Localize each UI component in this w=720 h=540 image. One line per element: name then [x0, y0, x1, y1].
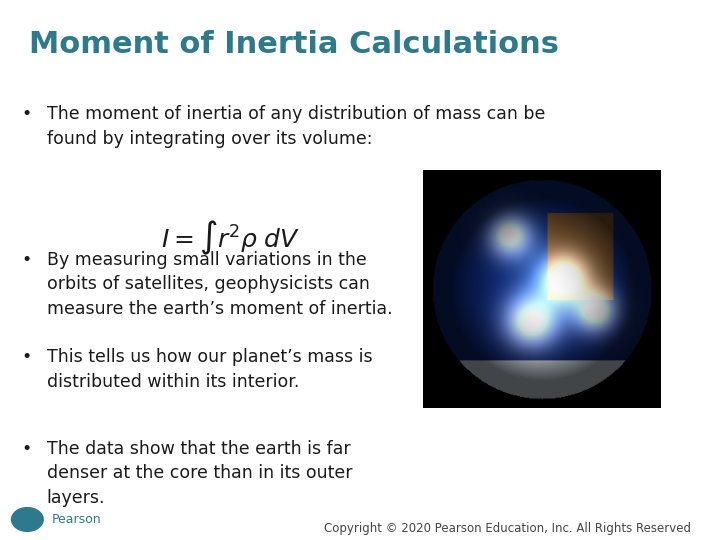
- Text: •: •: [22, 440, 32, 458]
- Text: The data show that the earth is far
denser at the core than in its outer
layers.: The data show that the earth is far dens…: [47, 440, 352, 507]
- Text: •: •: [22, 251, 32, 269]
- Text: $I = \int r^2\rho\; dV$: $I = \int r^2\rho\; dV$: [161, 219, 300, 257]
- Text: By measuring small variations in the
orbits of satellites, geophysicists can
mea: By measuring small variations in the orb…: [47, 251, 392, 318]
- Text: Copyright © 2020 Pearson Education, Inc. All Rights Reserved: Copyright © 2020 Pearson Education, Inc.…: [324, 522, 691, 535]
- Text: P: P: [24, 515, 31, 524]
- Text: •: •: [22, 348, 32, 366]
- Circle shape: [12, 508, 43, 531]
- Text: The moment of inertia of any distribution of mass can be
found by integrating ov: The moment of inertia of any distributio…: [47, 105, 545, 147]
- Text: This tells us how our planet’s mass is
distributed within its interior.: This tells us how our planet’s mass is d…: [47, 348, 372, 390]
- Text: •: •: [22, 105, 32, 123]
- Text: Moment of Inertia Calculations: Moment of Inertia Calculations: [29, 30, 559, 59]
- Text: Pearson: Pearson: [52, 513, 102, 526]
